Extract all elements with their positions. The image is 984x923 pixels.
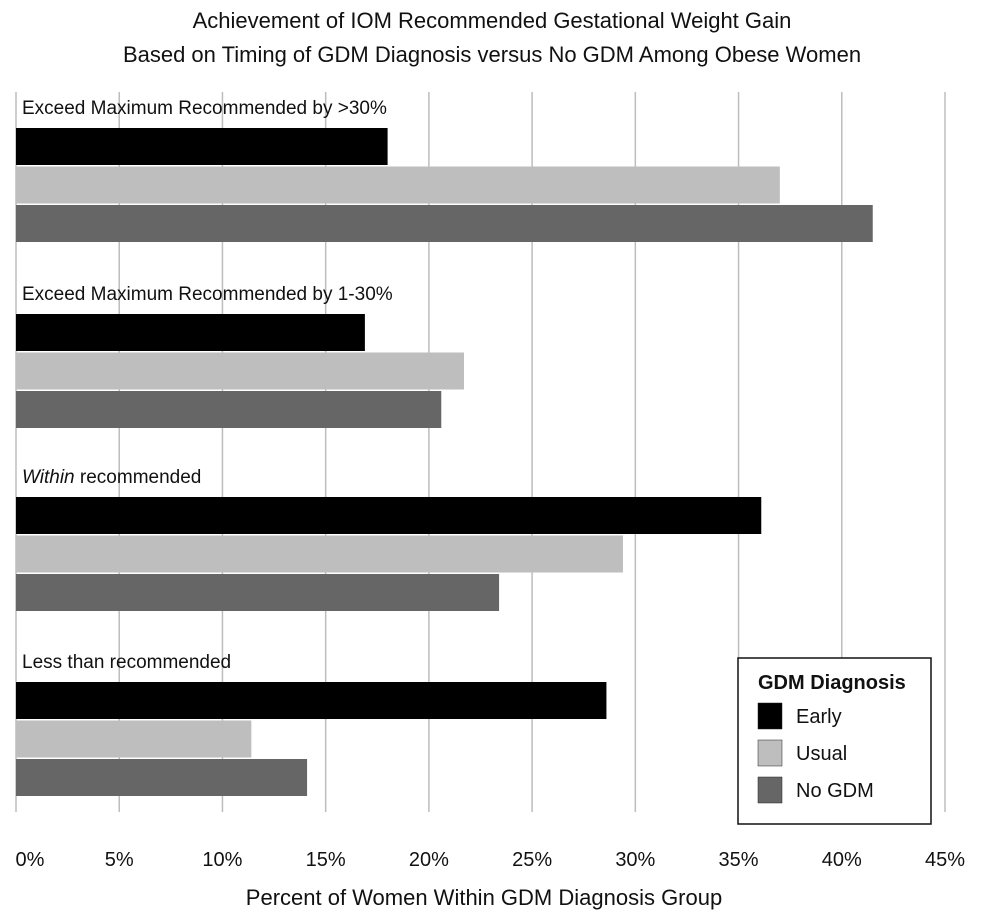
bar-early <box>16 682 607 719</box>
legend-label: Usual <box>796 743 847 765</box>
bar-no-gdm <box>16 574 500 611</box>
legend-swatch-usual <box>757 739 783 767</box>
bar-usual <box>16 166 780 204</box>
legend-swatch-early <box>757 702 783 730</box>
bar-usual <box>16 352 464 390</box>
x-axis-label: Percent of Women Within GDM Diagnosis Gr… <box>246 885 722 910</box>
legend: GDM Diagnosis Early Usual No GDM <box>737 657 932 825</box>
x-tick-label: 5% <box>105 849 134 871</box>
x-tick-label: 0% <box>16 849 45 871</box>
x-tick-label: 25% <box>512 849 552 871</box>
x-tick-label: 15% <box>306 849 346 871</box>
bar-no-gdm <box>16 205 873 242</box>
category-label: Within recommended <box>22 467 201 488</box>
bar-no-gdm <box>16 759 308 796</box>
bar-early <box>16 497 762 534</box>
bar-early <box>16 314 365 351</box>
x-tick-label: 40% <box>822 849 862 871</box>
bar-usual <box>16 535 623 573</box>
chart-title-line-2: Based on Timing of GDM Diagnosis versus … <box>123 42 861 67</box>
legend-swatch-no-gdm <box>757 776 783 804</box>
legend-label: Early <box>796 706 842 728</box>
category-label: Less than recommended <box>22 652 231 673</box>
chart-title-line-1: Achievement of IOM Recommended Gestation… <box>193 8 792 33</box>
x-axis-ticks: 0% 5% 10% 15% 20% 25% 30% 35% 40% 45% <box>16 849 966 871</box>
x-tick-label: 20% <box>409 849 449 871</box>
bar-usual <box>16 720 252 758</box>
x-tick-label: 35% <box>719 849 759 871</box>
legend-title: GDM Diagnosis <box>758 672 906 694</box>
legend-label: No GDM <box>796 780 874 802</box>
bar-early <box>16 128 388 165</box>
category-label: Exceed Maximum Recommended by 1-30% <box>22 284 393 305</box>
x-tick-label: 45% <box>925 849 965 871</box>
bar-no-gdm <box>16 391 442 428</box>
bars <box>16 128 873 796</box>
category-label: Exceed Maximum Recommended by >30% <box>22 98 387 119</box>
x-tick-label: 10% <box>202 849 242 871</box>
category-labels: Exceed Maximum Recommended by >30% Exceed… <box>22 98 393 673</box>
x-tick-label: 30% <box>615 849 655 871</box>
